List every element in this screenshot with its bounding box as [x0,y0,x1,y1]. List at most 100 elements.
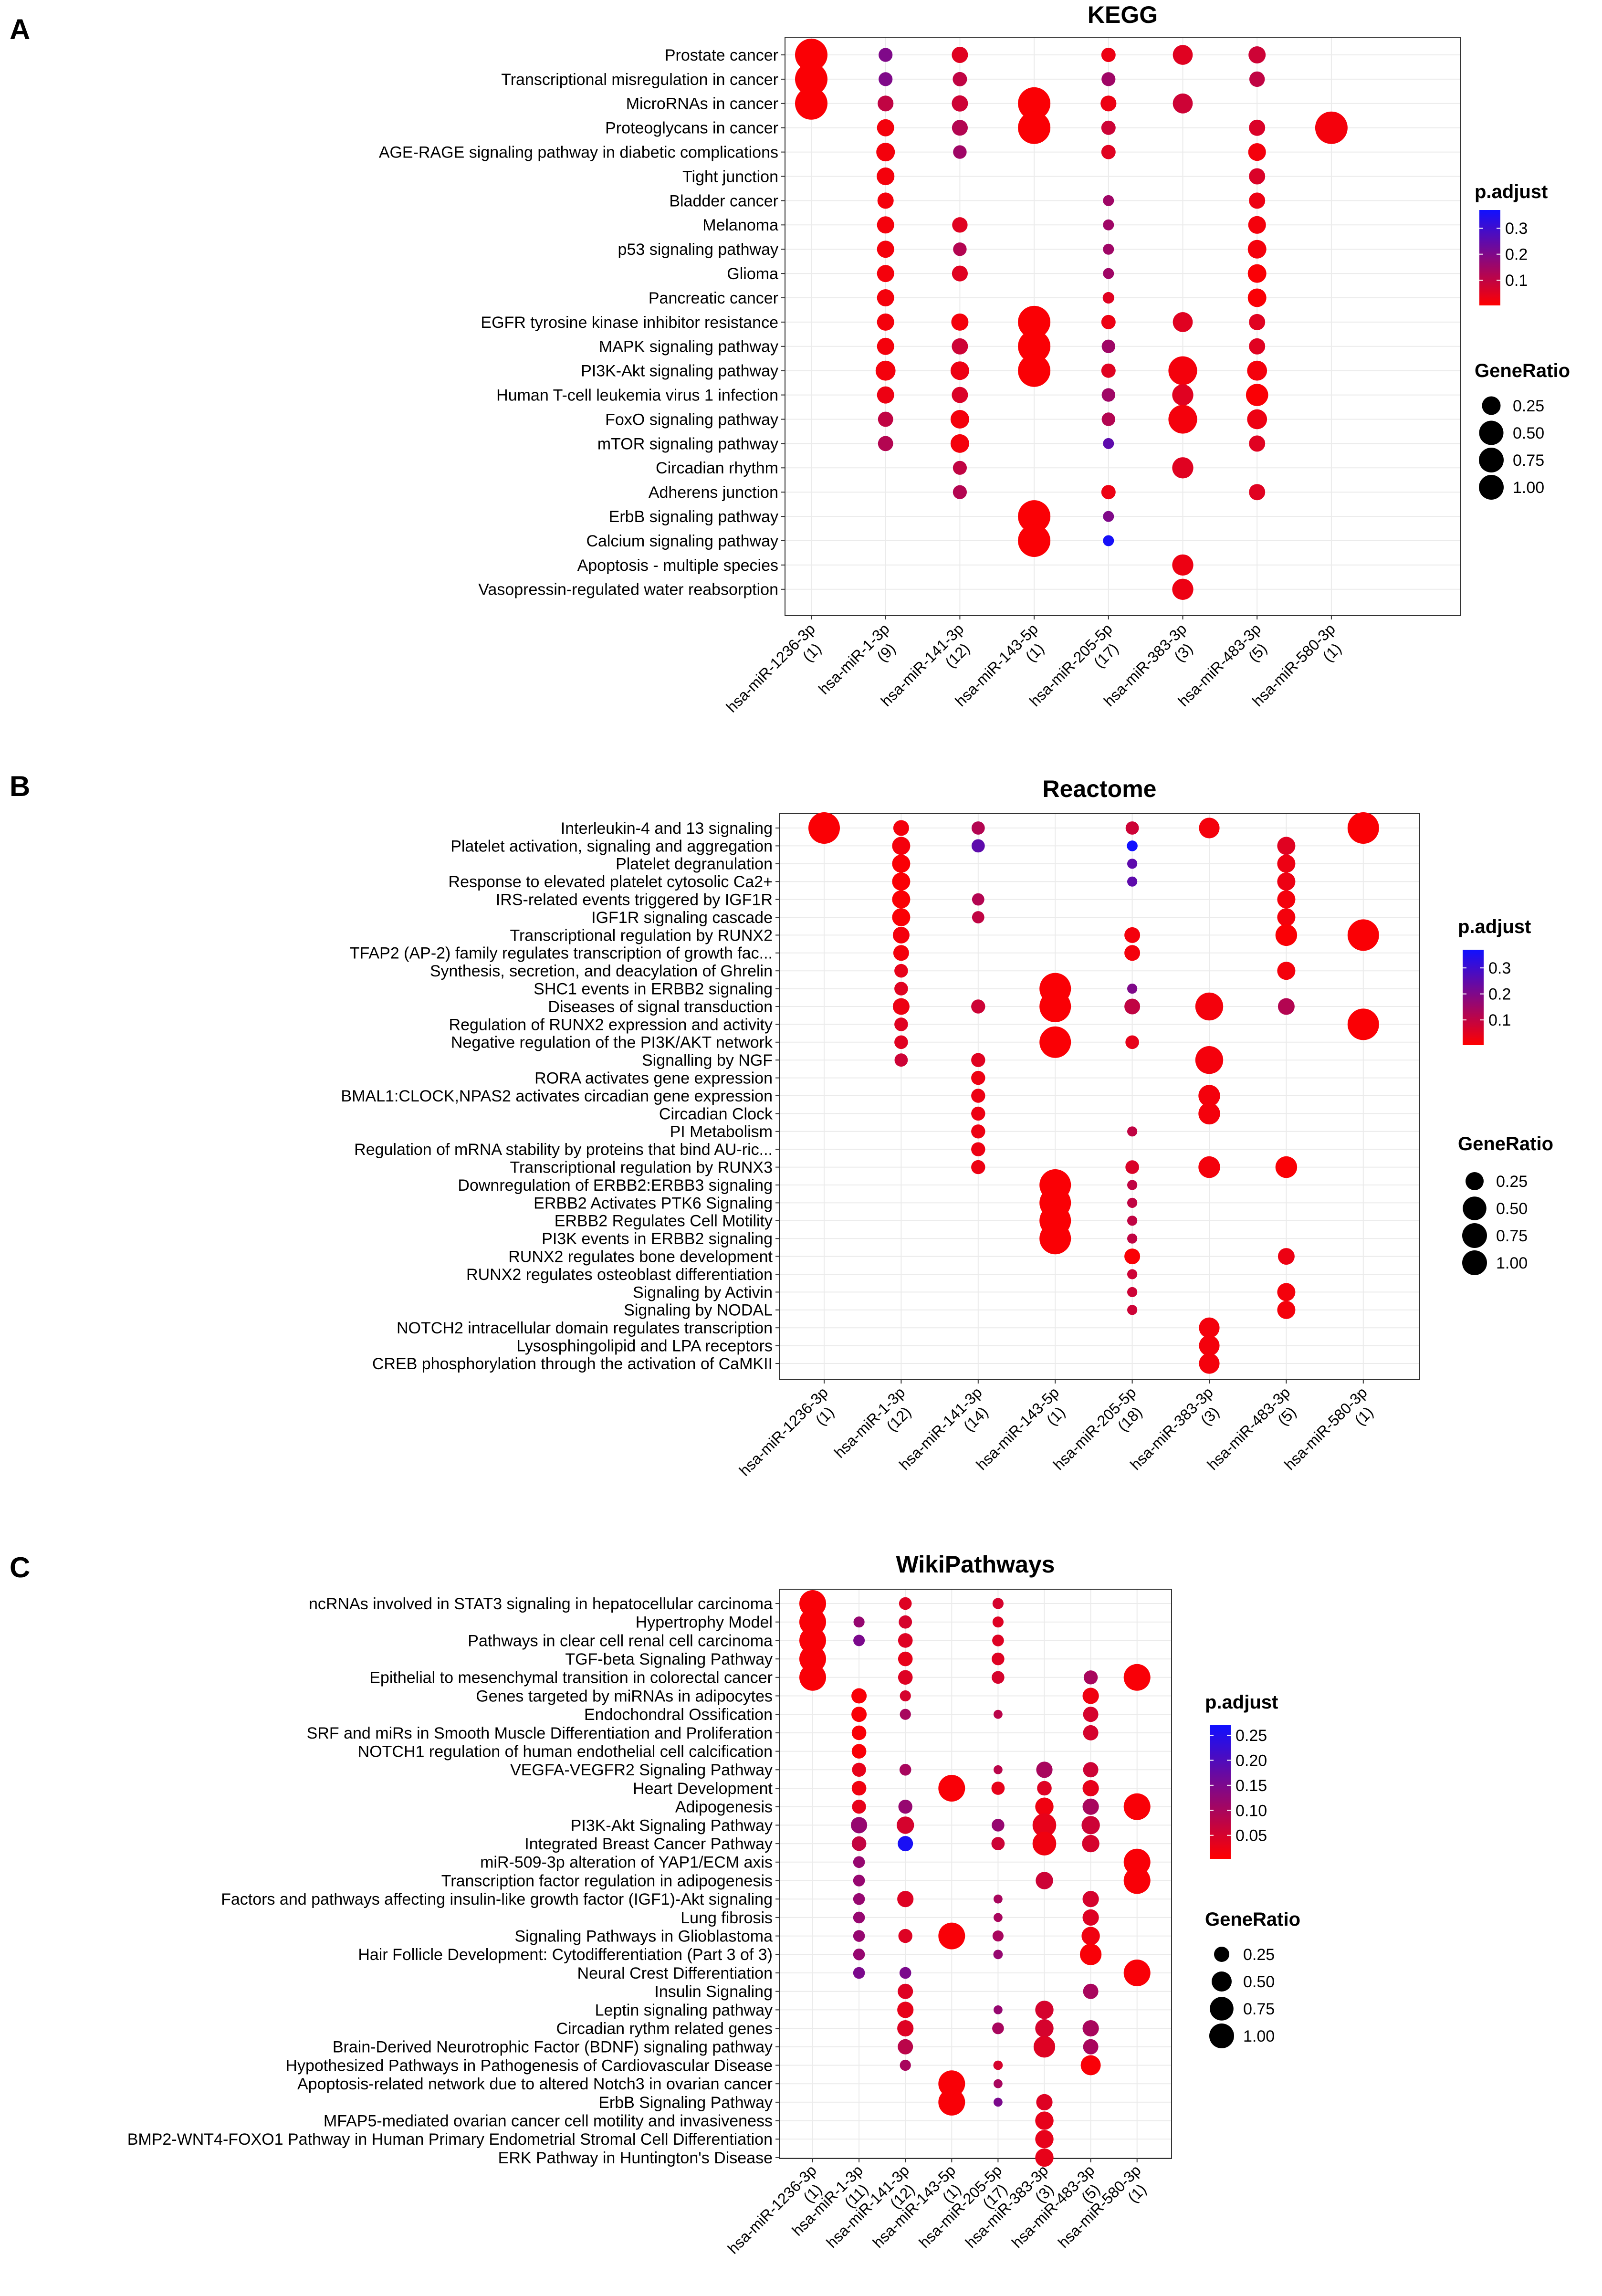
data-point [993,2060,1003,2070]
data-point [898,1651,913,1667]
data-point [1199,818,1220,839]
x-tick-label-group: hsa-miR-1236-3p(1) [736,1384,838,1479]
data-point [894,1017,908,1031]
y-tick-label: Apoptosis - multiple species [577,556,778,575]
data-point [1018,305,1051,338]
data-point [950,361,969,380]
data-point [1124,1248,1141,1265]
legend-size-dot [1210,1997,1234,2021]
y-tick-label: Apoptosis-related network due to altered… [297,2075,773,2093]
data-point [853,1967,865,1979]
y-tick-label: SRF and miRs in Smooth Muscle Differenti… [307,1724,773,1742]
x-tick-label: hsa-miR-580-3p [1055,2161,1144,2251]
y-tick-label: Regulation of mRNA stability by proteins… [354,1141,773,1159]
data-point [971,1124,985,1139]
data-point [1249,435,1266,452]
data-point [1347,812,1379,844]
data-point [1035,2148,1054,2167]
data-point [1018,500,1051,533]
data-point [1277,998,1295,1015]
data-point [1195,1046,1224,1074]
data-point [994,1765,1003,1774]
y-tick-label: IGF1R signaling cascade [591,909,773,927]
y-tick-label: Platelet degranulation [616,855,773,873]
data-point [892,890,911,909]
data-point [879,72,893,86]
data-point [971,1142,985,1156]
legend-color-label: 0.10 [1236,1802,1267,1820]
y-tick-label: Regulation of RUNX2 expression and activ… [449,1016,773,1034]
data-point [991,1837,1005,1851]
data-point [853,1635,865,1646]
legend-size-dot [1212,1971,1232,1992]
y-tick-label: Circadian rhythm [656,459,778,477]
data-point [1101,412,1115,426]
y-tick-label: Melanoma [702,216,778,234]
data-point [897,2020,914,2037]
y-tick-label: Vasopressin-regulated water reabsorption [478,581,778,599]
y-tick-label: ERBB2 Regulates Cell Motility [555,1212,773,1230]
data-point [799,1590,826,1617]
data-point [851,1836,867,1851]
data-point [992,1616,1004,1628]
y-tick-label: RUNX2 regulates bone development [508,1248,773,1266]
plot-panel [779,1589,1172,2159]
legend-size-dot [1214,1947,1229,1962]
data-point [898,1800,912,1814]
y-tick-label: PI3K-Akt Signaling Pathway [571,1816,773,1835]
y-tick-label: Interleukin-4 and 13 signaling [561,819,773,838]
data-point [938,1775,965,1802]
data-point [876,143,895,162]
y-tick-label: ncRNAs involved in STAT3 signaling in he… [309,1595,773,1613]
data-point [1123,1664,1151,1691]
data-point [851,1707,867,1722]
data-point [1247,240,1267,259]
data-point [971,1106,985,1121]
data-point [1247,360,1267,381]
data-point [1083,1725,1099,1740]
legend-size-dot [1462,1223,1487,1248]
data-point [1275,1156,1298,1178]
y-tick-label: Insulin Signaling [654,1983,773,2001]
y-tick-label: PI3K events in ERBB2 signaling [542,1230,773,1248]
data-point [971,1160,985,1174]
data-point [971,1053,985,1067]
y-tick-label: Negative regulation of the PI3K/AKT netw… [451,1034,773,1052]
data-point [952,338,968,355]
legend-color-label: 0.2 [1505,246,1528,264]
data-point [992,1598,1004,1609]
plot-panel [785,37,1460,616]
data-point [1037,1781,1052,1796]
data-point [1172,554,1194,576]
panel-letter: B [10,770,30,802]
data-point [1277,962,1296,980]
y-tick-label: PI3K-Akt signaling pathway [581,362,778,380]
legend-color-label: 0.05 [1236,1827,1267,1845]
data-point [851,1688,867,1704]
data-point [1249,314,1266,330]
data-point [971,1070,985,1085]
y-tick-label: CREB phosphorylation through the activat… [372,1355,773,1373]
data-point [897,1816,914,1834]
y-tick-label: SHC1 events in ERBB2 signaling [534,980,773,998]
data-point [992,2022,1004,2034]
data-point [1249,338,1266,355]
data-point [877,337,894,355]
y-tick-label: Signaling by NODAL [624,1301,773,1320]
data-point [971,839,985,853]
data-point [1198,1156,1220,1178]
data-point [875,360,896,381]
data-point [1347,1008,1379,1040]
data-point [953,145,967,159]
data-point [899,1967,911,1979]
y-tick-label: Calcium signaling pathway [586,532,778,550]
data-point [1168,405,1197,434]
data-point [1101,388,1115,402]
legend-size-dot [1209,2023,1234,2048]
data-point [898,1633,913,1648]
data-point [1101,485,1116,500]
y-tick-label: Factors and pathways affecting insulin-l… [221,1890,773,1908]
legend-size-label: 0.25 [1513,397,1544,415]
legend-color-label: 0.15 [1236,1777,1267,1795]
